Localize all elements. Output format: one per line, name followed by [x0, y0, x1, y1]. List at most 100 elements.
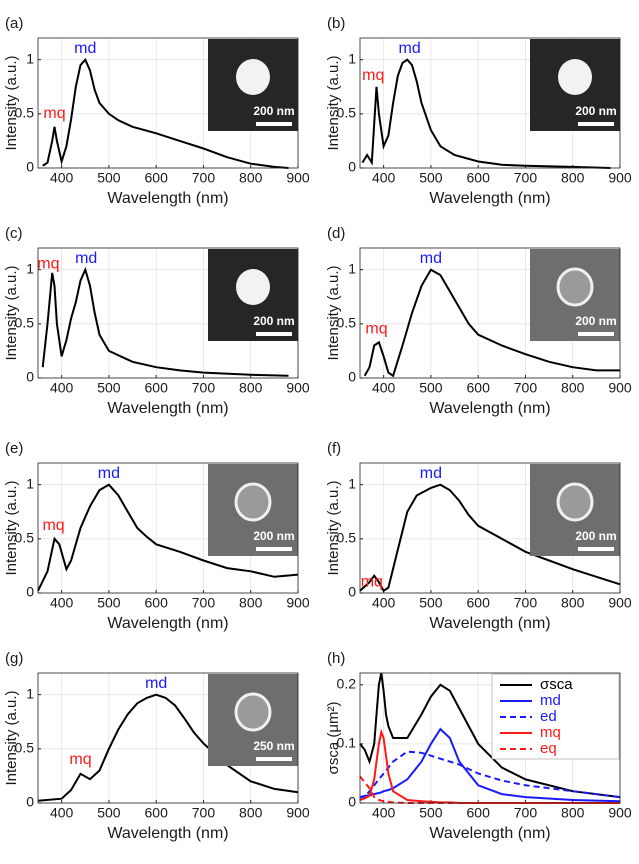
axes-frame	[37, 247, 299, 379]
x-tick-label: 900	[608, 805, 632, 821]
data-line	[361, 58, 611, 169]
scale-bar-label: 200 nm	[575, 104, 616, 118]
x-tick-label: 800	[561, 805, 585, 821]
x-tick-label: 900	[608, 380, 632, 396]
legend-label: eq	[540, 740, 557, 757]
panel-label: (g)	[5, 650, 23, 667]
x-tick-label: 900	[286, 380, 310, 396]
scale-bar-label: 250 nm	[253, 739, 294, 753]
x-tick-label: 500	[97, 805, 121, 821]
y-tick-label: 0	[26, 794, 34, 810]
x-axis-label: Wavelength (nm)	[429, 190, 550, 207]
y-tick-label: 0.5	[15, 105, 35, 121]
y-tick-label: 0	[26, 159, 34, 175]
inset-particle	[236, 269, 270, 305]
x-tick-label: 500	[419, 595, 443, 611]
x-tick-label: 600	[467, 170, 491, 186]
x-axis-label: Wavelength (nm)	[429, 615, 550, 632]
x-tick-label: 600	[467, 595, 491, 611]
y-tick-label: 0.5	[15, 315, 35, 331]
x-axis-label: Wavelength (nm)	[107, 615, 228, 632]
panel-label: (f)	[327, 440, 341, 457]
y-tick-label: 0.5	[15, 530, 35, 546]
legend-label: md	[540, 692, 561, 709]
x-tick-label: 400	[50, 170, 74, 186]
x-axis-label: Wavelength (nm)	[107, 400, 228, 417]
x-tick-label: 800	[239, 805, 263, 821]
y-axis-label: Intensity (a.u.)	[325, 55, 342, 150]
y-tick-label: 1	[348, 50, 356, 66]
inset-particle	[234, 692, 272, 732]
annotation: mq	[43, 105, 65, 122]
annotation: mq	[69, 751, 91, 768]
y-axis-label: Intensity (a.u.)	[3, 690, 20, 785]
y-tick-label: 0.5	[337, 315, 357, 331]
x-tick-label: 400	[50, 595, 74, 611]
inset-particle	[556, 482, 594, 522]
inset-particle	[556, 267, 594, 307]
x-tick-label: 500	[419, 380, 443, 396]
x-tick-label: 700	[192, 805, 216, 821]
x-tick-label: 600	[467, 805, 491, 821]
annotation: mq	[42, 517, 64, 534]
x-tick-label: 500	[419, 805, 443, 821]
data-line	[41, 266, 289, 377]
y-tick-label: 1	[26, 685, 34, 701]
x-tick-label: 900	[286, 170, 310, 186]
x-tick-label: 700	[514, 380, 538, 396]
scale-bar-label: 200 nm	[575, 529, 616, 543]
axes-frame	[37, 37, 299, 169]
scale-bar-label: 200 nm	[575, 314, 616, 328]
x-tick-label: 800	[561, 170, 585, 186]
x-tick-label: 400	[50, 805, 74, 821]
x-tick-label: 900	[286, 805, 310, 821]
x-axis-label: Wavelength (nm)	[107, 825, 228, 842]
x-tick-label: 800	[561, 380, 585, 396]
y-tick-label: 0.5	[15, 740, 35, 756]
data-line	[359, 727, 621, 803]
inset-particle	[234, 482, 272, 522]
data-line	[363, 268, 620, 378]
y-tick-label: 0	[348, 159, 356, 175]
x-tick-label: 800	[239, 170, 263, 186]
x-tick-label: 800	[561, 595, 585, 611]
legend-label: mq	[540, 724, 561, 741]
annotation: mq	[365, 320, 387, 337]
panel-label: (d)	[327, 225, 345, 242]
x-tick-label: 700	[514, 170, 538, 186]
x-tick-label: 700	[192, 170, 216, 186]
panel-label: (a)	[5, 15, 23, 32]
y-axis-label: Intensity (a.u.)	[3, 265, 20, 360]
y-tick-label: 1	[26, 260, 34, 276]
axes-frame	[359, 462, 621, 594]
x-tick-label: 400	[372, 595, 396, 611]
axes-frame	[37, 462, 299, 594]
annotation: md	[399, 40, 421, 57]
y-tick-label: 0	[26, 584, 34, 600]
x-tick-label: 700	[514, 805, 538, 821]
annotation: mq	[362, 67, 384, 84]
y-axis-label: Intensity (a.u.)	[325, 480, 342, 575]
x-tick-label: 400	[372, 170, 396, 186]
inset-particle	[558, 59, 592, 95]
data-line	[37, 483, 299, 592]
x-tick-label: 600	[145, 170, 169, 186]
panel-label: (e)	[5, 440, 23, 457]
inset-particle	[236, 59, 270, 95]
x-axis-label: Wavelength (nm)	[429, 825, 550, 842]
x-tick-label: 400	[50, 380, 74, 396]
y-tick-label: 1	[26, 50, 34, 66]
x-axis-label: Wavelength (nm)	[107, 190, 228, 207]
y-tick-label: 0.5	[337, 530, 357, 546]
x-tick-label: 600	[467, 380, 491, 396]
x-axis-label: Wavelength (nm)	[429, 400, 550, 417]
y-tick-label: 0	[26, 369, 34, 385]
panel-label: (c)	[5, 225, 23, 242]
x-tick-label: 700	[192, 380, 216, 396]
y-tick-label: 1	[348, 260, 356, 276]
data-line	[359, 672, 621, 799]
annotation: md	[420, 250, 442, 267]
data-line	[359, 483, 621, 593]
annotation: mq	[361, 573, 383, 590]
